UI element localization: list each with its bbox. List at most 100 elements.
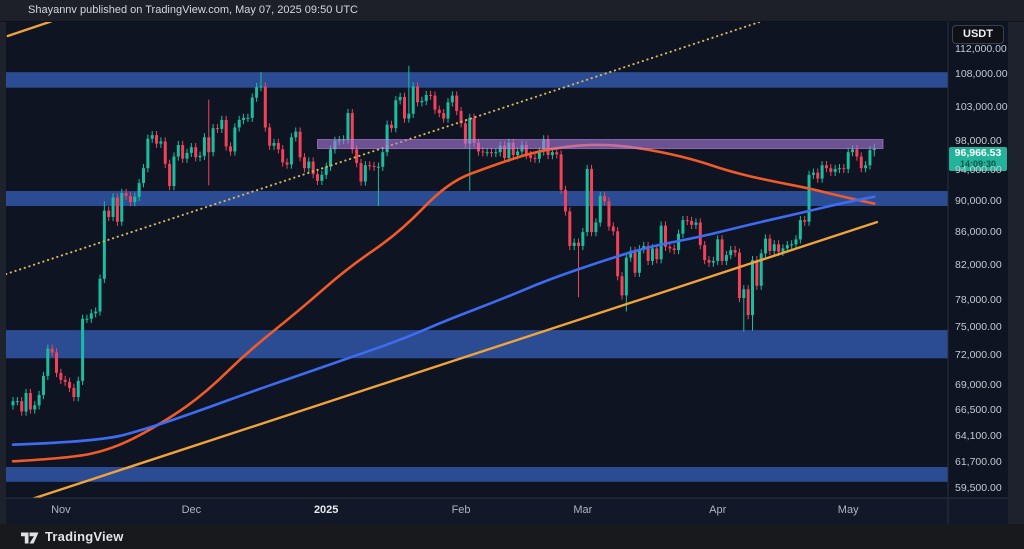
price-axis[interactable]: USDT 96,966.53 14:09:30 112,000.00 108,00… — [948, 22, 1024, 498]
candle-down — [555, 152, 559, 155]
channel-midline-dotted[interactable] — [6, 17, 775, 276]
candle-up — [46, 348, 50, 376]
candle-up — [233, 127, 237, 152]
candle-up — [537, 151, 541, 159]
price-tick-label: 69,000.00 — [955, 378, 1002, 391]
candle-down — [403, 96, 406, 119]
candle-down — [616, 231, 620, 277]
candle-up — [820, 165, 824, 179]
candle-up — [398, 96, 402, 101]
price-tick-label: 108,000.00 — [955, 68, 1008, 81]
price-tick-label: 86,000.00 — [955, 226, 1002, 239]
candle-up — [259, 86, 263, 88]
candle-up — [150, 135, 154, 139]
candle-up — [242, 117, 246, 120]
candle-up — [320, 174, 324, 181]
candle-down — [194, 147, 198, 158]
candle-down — [611, 226, 615, 232]
support-zone-60k-61k — [6, 466, 948, 482]
candle-up — [507, 142, 511, 158]
candle-up — [346, 113, 350, 140]
channel-lower-trendline[interactable] — [25, 220, 879, 501]
resistance-zone-106k-108k — [6, 72, 948, 88]
candle-up — [41, 375, 45, 396]
candle-down — [455, 95, 459, 112]
candle-up — [294, 131, 298, 138]
candle-up — [785, 245, 789, 249]
candle-down — [281, 149, 285, 163]
candle-up — [772, 244, 776, 251]
candle-up — [864, 165, 868, 169]
candle-up — [24, 392, 28, 412]
price-axis-bg — [948, 22, 1008, 498]
candle-up — [790, 244, 794, 246]
plot-layer — [6, 17, 948, 501]
candle-down — [389, 124, 393, 129]
footer: TradingView — [0, 524, 1024, 549]
candle-up — [102, 210, 106, 279]
candle-up — [594, 222, 598, 233]
candle-up — [394, 100, 398, 129]
candle-up — [494, 152, 498, 154]
candle-down — [50, 348, 54, 353]
tradingview-logo-icon[interactable] — [21, 530, 39, 544]
candle-down — [168, 163, 172, 187]
candle-up — [846, 152, 850, 169]
candle-up — [381, 152, 385, 167]
candle-down — [359, 163, 363, 182]
candle-up — [37, 395, 41, 406]
candle-up — [142, 168, 145, 184]
price-tick-label: 61,700.00 — [955, 456, 1002, 469]
candle-down — [298, 131, 302, 158]
tradingview-brand[interactable]: TradingView — [45, 529, 124, 544]
price-tick-label: 82,000.00 — [955, 259, 1002, 272]
candle-up — [724, 255, 728, 261]
candle-up — [85, 318, 89, 320]
candle-up — [15, 401, 19, 403]
candle-up — [289, 137, 293, 165]
candle-up — [76, 380, 80, 398]
candle-down — [859, 156, 863, 169]
candle-down — [803, 220, 807, 222]
ma-fast-orange — [11, 143, 876, 463]
price-tick-label: 78,000.00 — [955, 293, 1002, 306]
time-tick-label: Feb — [451, 504, 471, 516]
candle-up — [868, 150, 872, 166]
time-axis-bg — [6, 498, 1008, 524]
candle-up — [250, 97, 254, 118]
candle-up — [833, 168, 837, 172]
candle-down — [816, 172, 820, 179]
candle-up — [424, 94, 428, 101]
candle-down — [472, 117, 476, 143]
candle-up — [94, 311, 98, 314]
candle-down — [442, 113, 446, 119]
candle-down — [63, 379, 67, 382]
time-axis[interactable]: Nov Dec 2025 Feb Mar Apr May — [6, 498, 1008, 524]
candle-up — [598, 195, 602, 223]
candle-down — [707, 260, 711, 263]
candle-up — [550, 152, 554, 156]
time-tick-label: Dec — [181, 504, 202, 516]
quote-currency-button[interactable]: USDT — [952, 25, 1004, 44]
candle-up — [211, 128, 215, 153]
candle-up — [807, 174, 811, 222]
candle-down — [746, 289, 750, 316]
resistance-box-98k[interactable] — [317, 139, 884, 150]
candle-down — [28, 392, 32, 410]
candle-up — [307, 161, 311, 169]
candle-down — [124, 192, 128, 196]
candle-up — [176, 145, 180, 157]
candle-down — [316, 174, 319, 181]
candle-up — [851, 149, 855, 153]
candle-up — [811, 172, 815, 175]
candle-up — [172, 156, 176, 187]
candle-down — [263, 86, 267, 128]
candle-down — [568, 211, 572, 246]
candle-down — [603, 195, 607, 202]
channel-upper-trendline[interactable] — [6, 22, 52, 38]
candle-down — [698, 222, 702, 246]
candle-down — [685, 220, 689, 222]
candle-down — [355, 149, 359, 164]
candle-up — [98, 278, 102, 312]
